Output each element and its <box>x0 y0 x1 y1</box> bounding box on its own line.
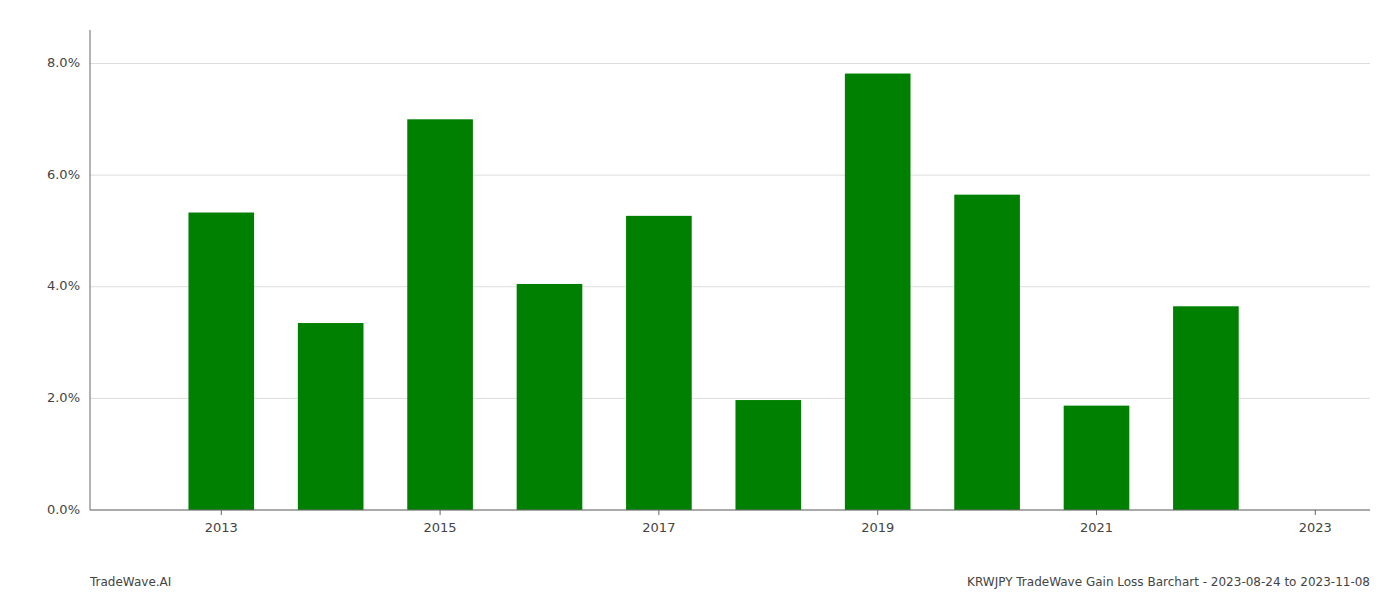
bar <box>517 284 583 510</box>
bar <box>626 216 692 510</box>
y-tick-label: 0.0% <box>47 502 80 517</box>
bar <box>735 400 801 510</box>
x-tick-label: 2015 <box>424 520 457 535</box>
x-tick-label: 2017 <box>642 520 675 535</box>
x-axis-line <box>90 510 1370 511</box>
x-tick-label: 2019 <box>861 520 894 535</box>
x-tick <box>1315 510 1316 515</box>
x-tick <box>1096 510 1097 515</box>
chart-container: 0.0% 2.0% 4.0% 6.0% 8.0% 2013 2015 2017 2019 2021… <box>0 0 1400 600</box>
footer-right: KRWJPY TradeWave Gain Loss Barchart - 20… <box>967 575 1370 589</box>
x-tick <box>658 510 659 515</box>
bar <box>1064 406 1130 510</box>
grid-line <box>90 510 1370 511</box>
y-tick-label: 8.0% <box>47 55 80 70</box>
bar <box>188 213 254 510</box>
grid-line <box>90 286 1370 287</box>
y-tick-label: 4.0% <box>47 278 80 293</box>
bar <box>845 74 911 510</box>
grid-line <box>90 63 1370 64</box>
x-tick <box>877 510 878 515</box>
bar <box>298 323 364 510</box>
grid-line <box>90 175 1370 176</box>
chart-svg: 0.0% 2.0% 4.0% 6.0% 8.0% 2013 2015 2017 2019 2021… <box>0 0 1400 600</box>
footer-left: TradeWave.AI <box>89 575 171 589</box>
x-axis-ticks: 2013 2015 2017 2019 2021 2023 <box>205 510 1332 535</box>
x-tick <box>440 510 441 515</box>
bar <box>1173 306 1239 510</box>
bar <box>954 195 1020 510</box>
y-grid <box>90 63 1370 510</box>
bars <box>188 74 1238 510</box>
x-tick-label: 2013 <box>205 520 238 535</box>
bar <box>407 119 473 510</box>
y-axis-line <box>90 30 91 510</box>
y-axis-ticks: 0.0% 2.0% 4.0% 6.0% 8.0% <box>47 55 80 517</box>
x-tick <box>221 510 222 515</box>
y-tick-label: 2.0% <box>47 390 80 405</box>
x-tick-label: 2023 <box>1299 520 1332 535</box>
x-tick-label: 2021 <box>1080 520 1113 535</box>
y-tick-label: 6.0% <box>47 167 80 182</box>
